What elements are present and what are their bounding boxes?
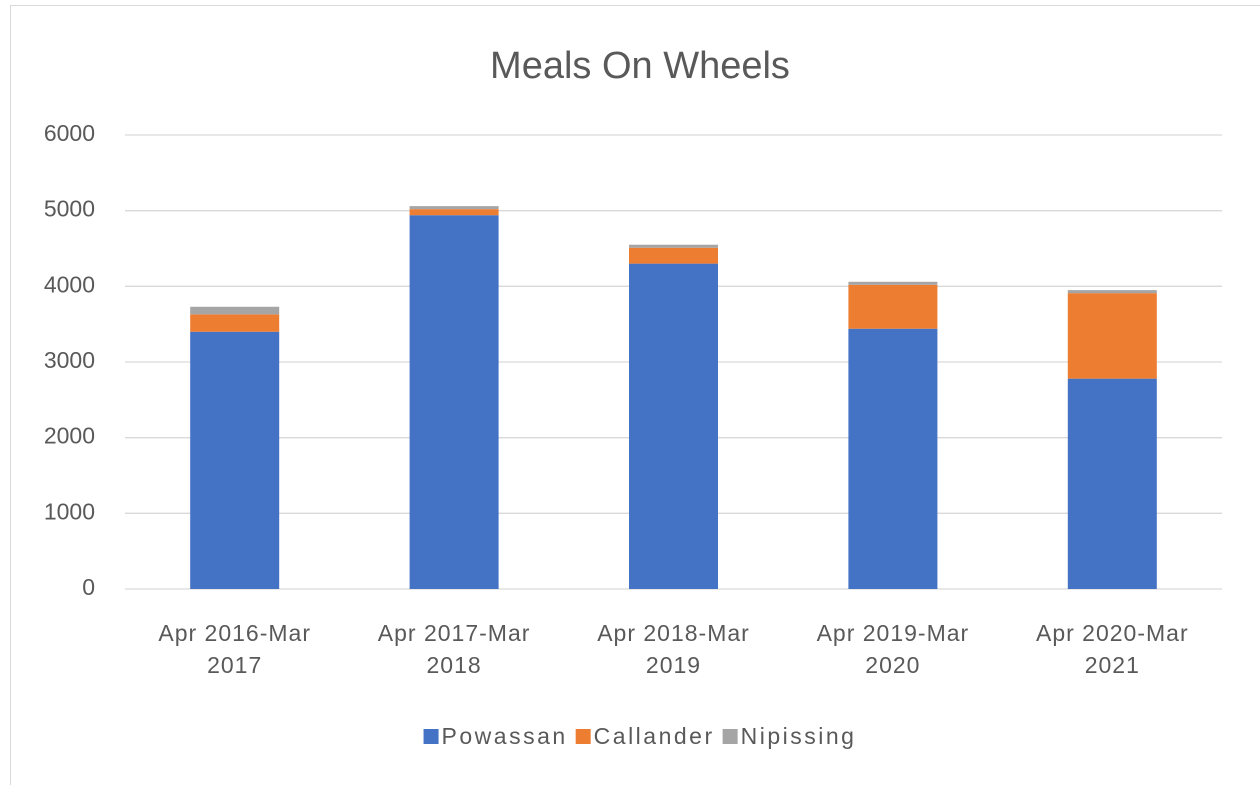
x-tick-label: Apr 2018-Mar 2019 bbox=[597, 620, 750, 678]
bar bbox=[190, 331, 280, 589]
bar bbox=[629, 244, 718, 248]
legend-swatch bbox=[722, 729, 738, 744]
y-tick-label: 5000 bbox=[44, 196, 95, 222]
chart-frame bbox=[10, 5, 1260, 785]
bar bbox=[409, 215, 499, 589]
bar bbox=[629, 263, 718, 589]
chart-title: Meals On Wheels bbox=[490, 45, 790, 87]
bar bbox=[1067, 378, 1157, 589]
y-tick-label: 3000 bbox=[44, 347, 95, 373]
x-tick-label: Apr 2017-Mar 2018 bbox=[377, 620, 531, 678]
y-tick-label: 4000 bbox=[44, 271, 95, 297]
bar bbox=[409, 206, 499, 210]
bar bbox=[190, 314, 280, 332]
legend-label: Nipissing bbox=[741, 723, 857, 749]
bar bbox=[848, 328, 938, 589]
x-tick-label: Apr 2016-Mar 2017 bbox=[158, 620, 311, 678]
legend-swatch bbox=[423, 729, 439, 744]
legend-swatch bbox=[575, 729, 591, 744]
legend-label: Callander bbox=[594, 723, 715, 749]
y-tick-label: 1000 bbox=[44, 498, 95, 524]
y-tick-label: 0 bbox=[82, 574, 95, 600]
bar bbox=[848, 281, 938, 285]
y-tick-label: 2000 bbox=[44, 423, 95, 449]
bar bbox=[1067, 293, 1157, 379]
x-tick-label: Apr 2020-Mar 2021 bbox=[1035, 620, 1189, 678]
bar bbox=[629, 247, 718, 264]
bar bbox=[409, 209, 499, 216]
bar bbox=[848, 284, 938, 329]
bar bbox=[190, 306, 280, 315]
bar bbox=[1067, 290, 1157, 294]
legend-label: Powassan bbox=[442, 723, 568, 749]
x-tick-label: Apr 2019-Mar 2020 bbox=[816, 620, 970, 678]
y-tick-label: 6000 bbox=[44, 120, 95, 146]
